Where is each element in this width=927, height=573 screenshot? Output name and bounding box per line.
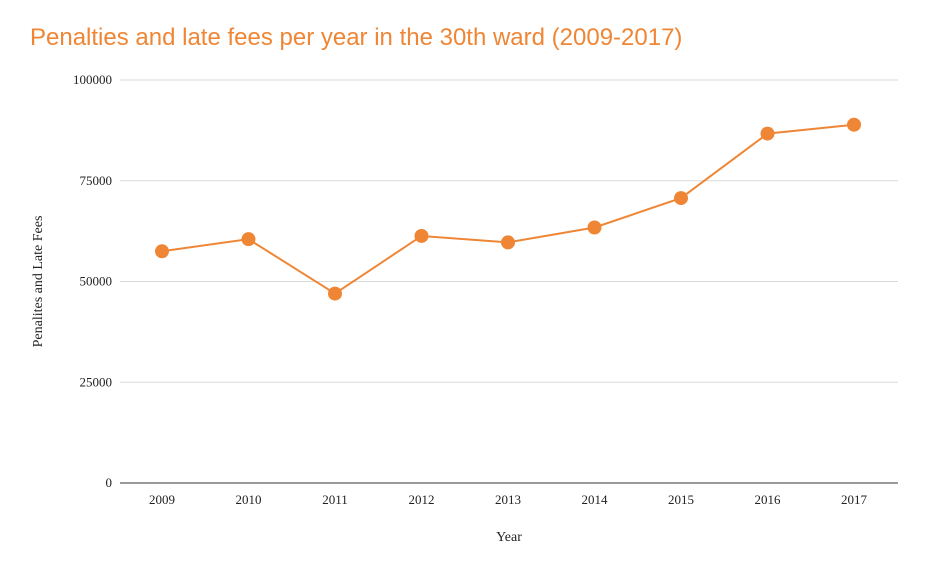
data-point <box>328 286 342 301</box>
y-tick-labels: 0 25000 50000 75000 100000 <box>73 72 112 490</box>
x-tick-label: 2010 <box>236 492 262 507</box>
data-point <box>760 126 775 141</box>
x-tick-label: 2014 <box>582 492 609 507</box>
x-tick-label: 2011 <box>322 492 348 507</box>
x-tick-labels: 2009 2010 2011 2012 2013 2014 2015 2016 2017 <box>149 492 868 507</box>
x-tick-label: 2009 <box>149 492 175 507</box>
x-tick-label: 2016 <box>755 492 782 507</box>
y-axis-title: Penalites and Late Fees <box>31 216 46 348</box>
data-point <box>674 191 688 206</box>
y-tick-label: 100000 <box>73 72 112 87</box>
data-point <box>847 117 861 132</box>
data-point <box>587 220 602 235</box>
x-tick-label: 2013 <box>495 492 521 507</box>
series-line <box>161 123 855 295</box>
y-tick-label: 0 <box>106 475 113 490</box>
data-point <box>241 232 256 247</box>
gridlines <box>120 79 898 383</box>
data-point <box>501 235 515 250</box>
x-axis-title: Year <box>496 530 522 545</box>
series <box>155 117 861 301</box>
x-tick-label: 2012 <box>409 492 435 507</box>
y-tick-label: 50000 <box>80 274 113 289</box>
x-tick-label: 2017 <box>841 492 868 507</box>
data-point <box>155 244 169 259</box>
y-tick-label: 25000 <box>80 374 113 389</box>
chart-title: Penalties and late fees per year in the … <box>30 24 683 51</box>
data-point <box>414 228 429 243</box>
x-tick-label: 2015 <box>668 492 694 507</box>
y-tick-label: 75000 <box>80 173 113 188</box>
